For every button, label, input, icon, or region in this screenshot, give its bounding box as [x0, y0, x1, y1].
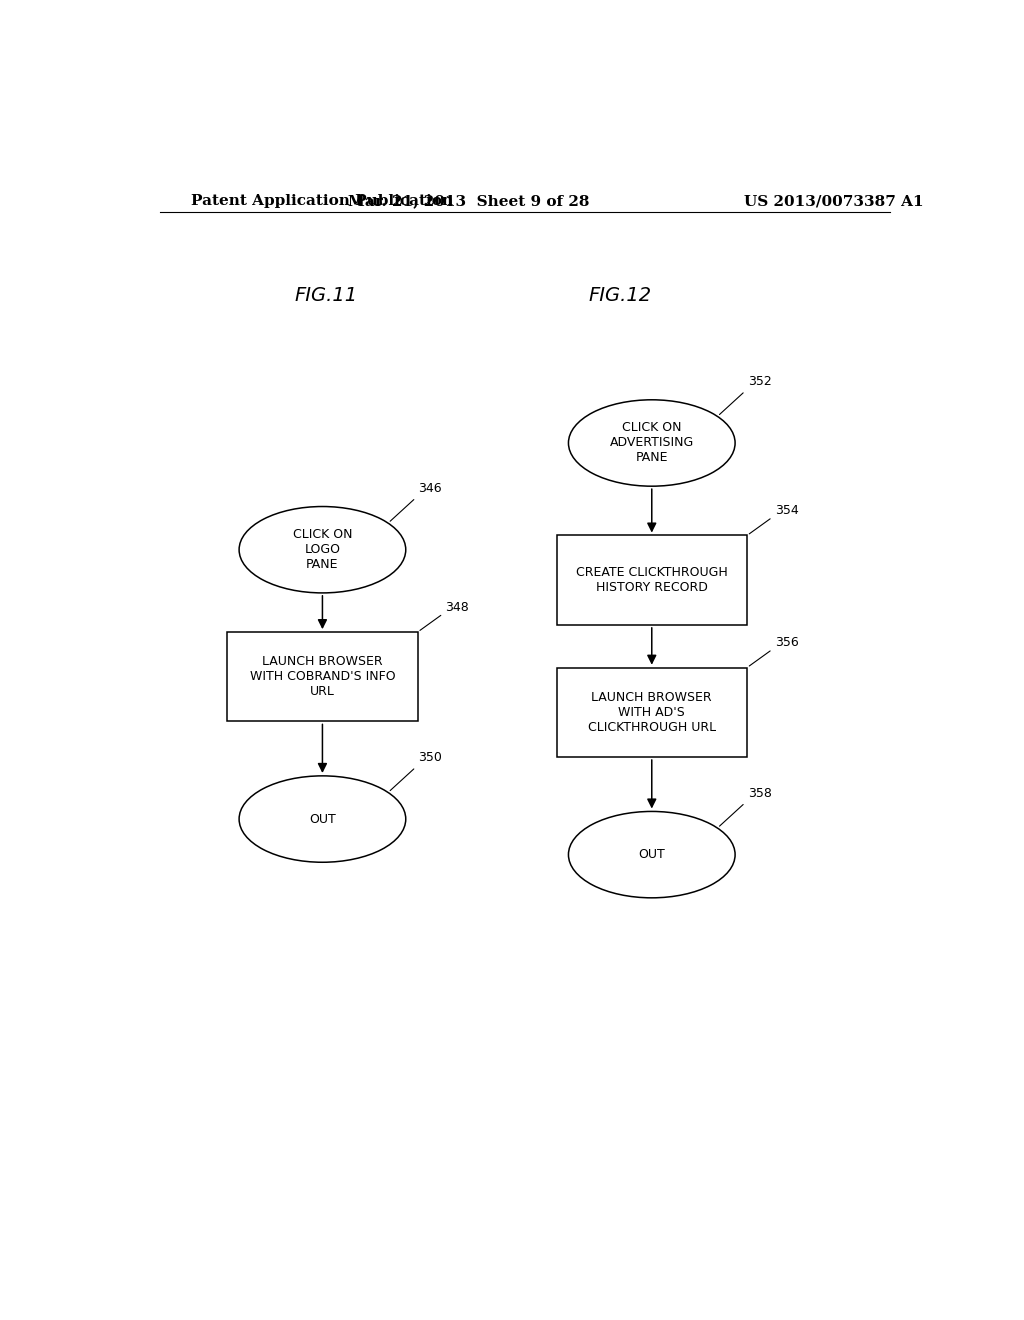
- Bar: [557, 668, 748, 758]
- Text: 350: 350: [418, 751, 442, 764]
- Text: LAUNCH BROWSER
WITH AD'S
CLICKTHROUGH URL: LAUNCH BROWSER WITH AD'S CLICKTHROUGH UR…: [588, 690, 716, 734]
- Text: 354: 354: [775, 504, 799, 517]
- Text: 358: 358: [748, 787, 771, 800]
- Text: CREATE CLICKTHROUGH
HISTORY RECORD: CREATE CLICKTHROUGH HISTORY RECORD: [575, 566, 728, 594]
- Bar: [227, 632, 418, 722]
- Text: CLICK ON
LOGO
PANE: CLICK ON LOGO PANE: [293, 528, 352, 572]
- Text: 348: 348: [445, 601, 469, 614]
- Text: 346: 346: [418, 482, 442, 495]
- Text: 352: 352: [748, 375, 771, 388]
- Text: Patent Application Publication: Patent Application Publication: [191, 194, 454, 209]
- Bar: [557, 536, 748, 624]
- Text: FIG.12: FIG.12: [589, 286, 651, 305]
- Text: CLICK ON
ADVERTISING
PANE: CLICK ON ADVERTISING PANE: [609, 421, 694, 465]
- Text: 356: 356: [775, 636, 799, 649]
- Text: OUT: OUT: [638, 849, 666, 861]
- Text: FIG.11: FIG.11: [295, 286, 358, 305]
- Text: US 2013/0073387 A1: US 2013/0073387 A1: [744, 194, 924, 209]
- Text: LAUNCH BROWSER
WITH COBRAND'S INFO
URL: LAUNCH BROWSER WITH COBRAND'S INFO URL: [250, 655, 395, 698]
- Text: OUT: OUT: [309, 813, 336, 825]
- Text: Mar. 21, 2013  Sheet 9 of 28: Mar. 21, 2013 Sheet 9 of 28: [348, 194, 590, 209]
